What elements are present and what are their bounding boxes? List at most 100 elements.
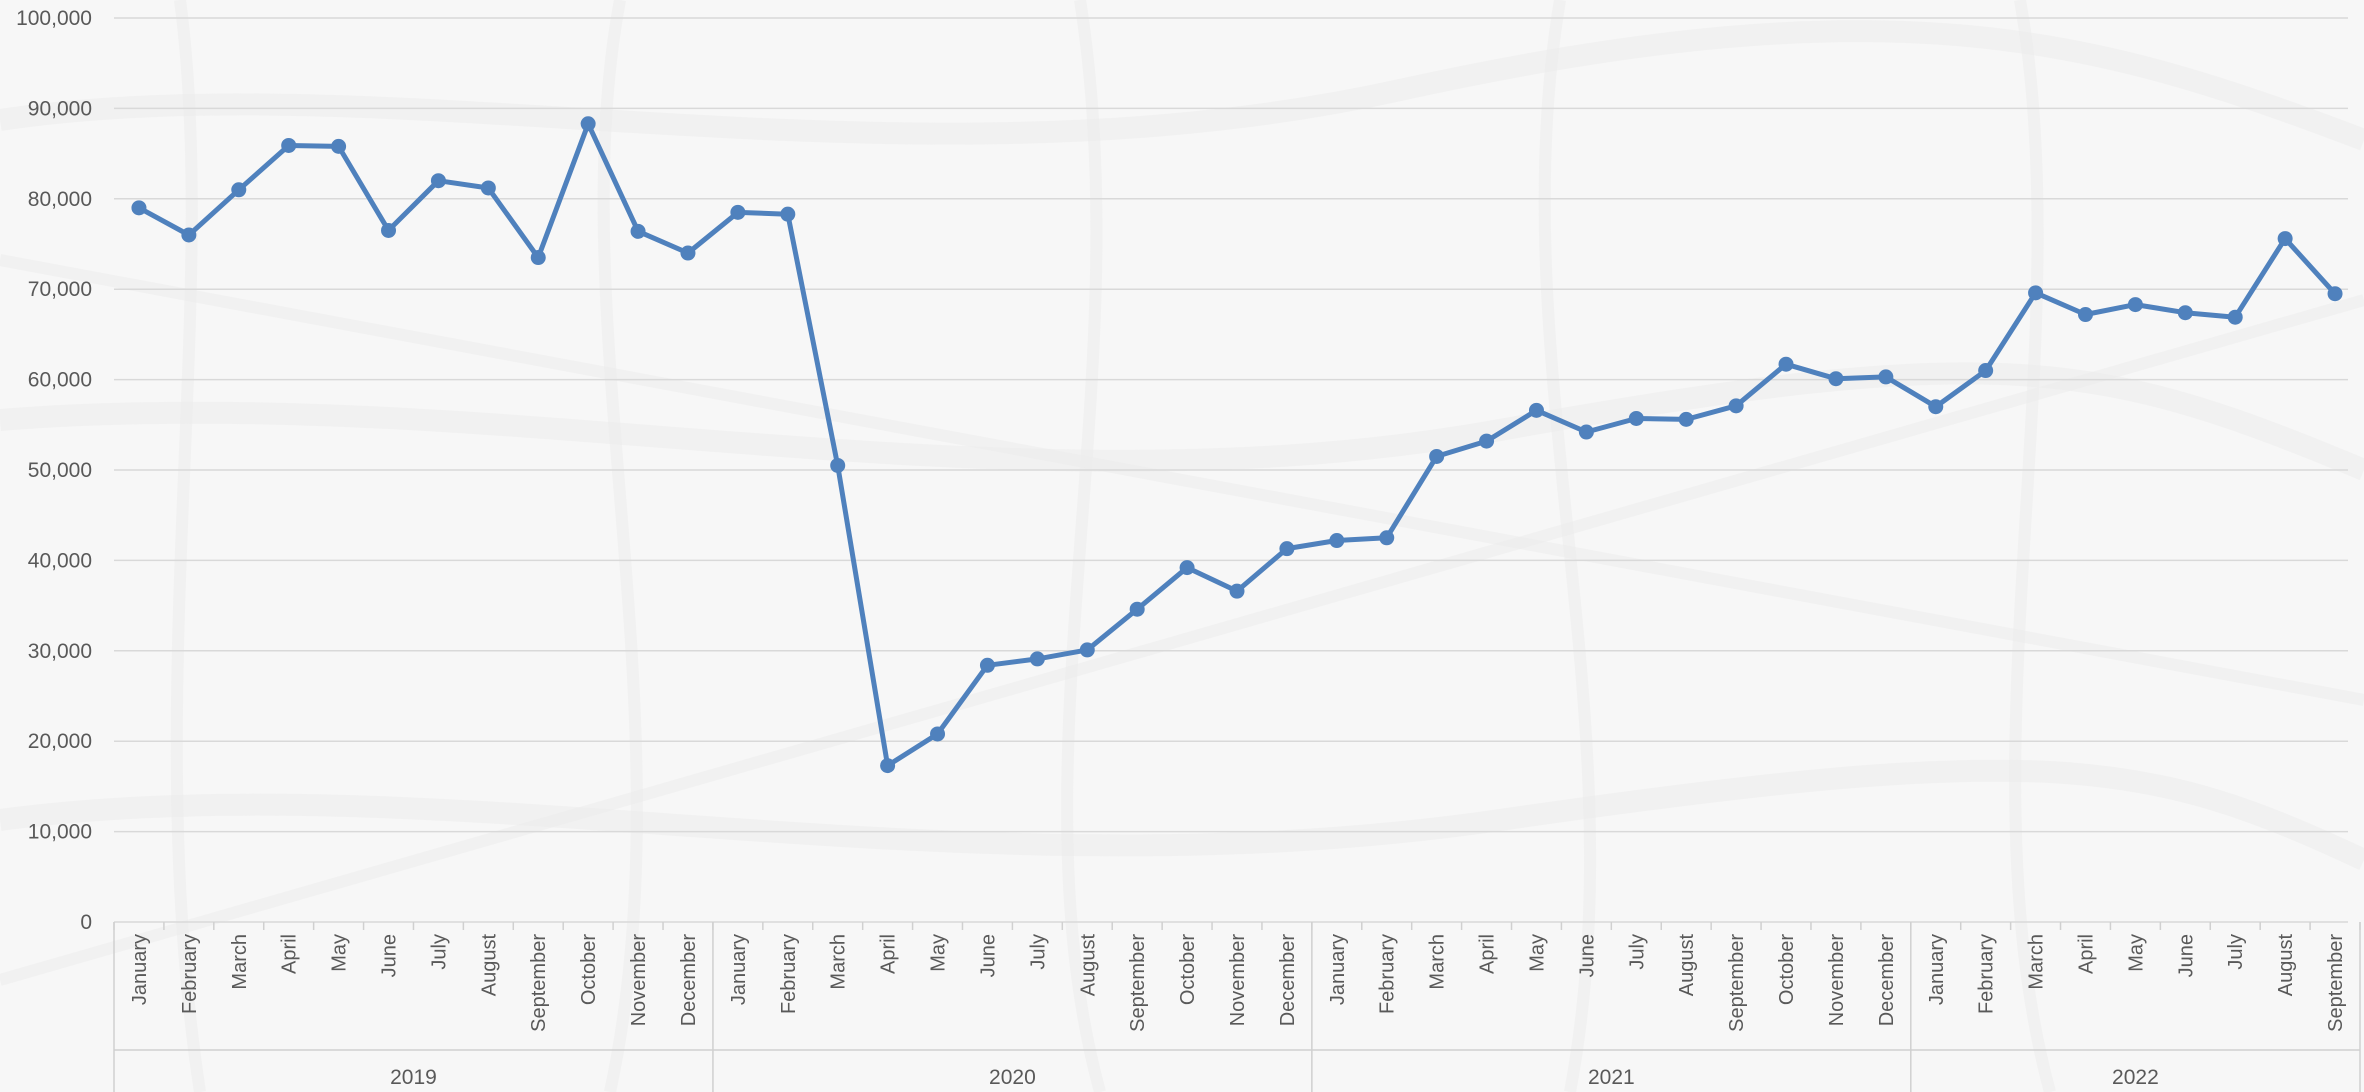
data-point bbox=[1978, 363, 1994, 379]
data-point bbox=[1828, 371, 1844, 387]
data-point bbox=[1279, 541, 1295, 557]
year-label: 2021 bbox=[1588, 1066, 1635, 1089]
data-point bbox=[1429, 448, 1445, 464]
gridlines bbox=[114, 17, 2348, 923]
data-point bbox=[1778, 356, 1794, 372]
data-point bbox=[281, 137, 297, 153]
x-tick-label: July bbox=[1626, 934, 1648, 970]
y-tick-label: 40,000 bbox=[28, 549, 92, 572]
x-tick-label: October bbox=[1776, 934, 1798, 1005]
x-tick-label: October bbox=[1177, 934, 1199, 1005]
x-tick-label: May bbox=[928, 934, 950, 972]
x-tick-label: July bbox=[1027, 934, 1049, 970]
data-point bbox=[2028, 285, 2044, 301]
series-line bbox=[136, 121, 2338, 769]
data-point bbox=[1728, 398, 1744, 414]
data-point bbox=[880, 758, 896, 774]
data-point bbox=[1678, 411, 1694, 427]
x-tick-label: February bbox=[1976, 934, 1998, 1014]
data-point bbox=[1878, 369, 1894, 385]
y-tick-label: 90,000 bbox=[28, 97, 92, 120]
data-point bbox=[480, 180, 496, 196]
x-tick-label: September bbox=[1726, 934, 1748, 1032]
data-point bbox=[1179, 560, 1195, 576]
data-point bbox=[580, 116, 596, 132]
year-label: 2020 bbox=[989, 1066, 1036, 1089]
x-tick-label: February bbox=[179, 934, 201, 1014]
x-tick-label: May bbox=[1526, 934, 1548, 972]
x-tick-label: March bbox=[229, 934, 251, 990]
x-tick-label: April bbox=[279, 934, 301, 974]
x-tick-label: January bbox=[1327, 934, 1349, 1005]
x-tick-label: December bbox=[1277, 934, 1299, 1027]
x-tick-label: December bbox=[1876, 934, 1898, 1027]
x-tick-label: September bbox=[528, 934, 550, 1032]
x-tick-label: August bbox=[1077, 934, 1099, 997]
y-tick-label: 50,000 bbox=[28, 459, 92, 482]
data-point bbox=[830, 457, 846, 473]
data-point bbox=[1129, 601, 1145, 617]
data-point bbox=[2177, 305, 2193, 321]
y-tick-label: 30,000 bbox=[28, 640, 92, 663]
x-tick-label: November bbox=[628, 934, 650, 1027]
x-tick-label: January bbox=[1926, 934, 1948, 1005]
data-point bbox=[1379, 530, 1395, 546]
x-tick-label: November bbox=[1227, 934, 1249, 1027]
y-tick-label: 80,000 bbox=[28, 188, 92, 211]
data-point bbox=[530, 250, 546, 266]
y-tick-label: 60,000 bbox=[28, 369, 92, 392]
x-tick-label: September bbox=[2325, 934, 2347, 1032]
x-tick-label: April bbox=[878, 934, 900, 974]
x-tick-label: February bbox=[778, 934, 800, 1014]
y-axis: 0 10,000 20,000 30,000 40,000 50,000 60,000 70,… bbox=[16, 7, 92, 934]
x-tick-label: December bbox=[678, 934, 700, 1027]
x-tick-label: April bbox=[2075, 934, 2097, 974]
data-point bbox=[2327, 286, 2343, 302]
data-point bbox=[1928, 399, 1944, 415]
data-point bbox=[930, 726, 946, 742]
x-tick-label: August bbox=[478, 934, 500, 997]
x-tick-label: March bbox=[828, 934, 850, 990]
x-tick-label: September bbox=[1127, 934, 1149, 1032]
data-point bbox=[1329, 533, 1345, 549]
data-point bbox=[1528, 402, 1544, 418]
x-tick-label: June bbox=[2175, 934, 2197, 977]
data-point bbox=[381, 222, 397, 238]
x-tick-label: April bbox=[1477, 934, 1499, 974]
x-axis: January February March April May June July Augu… bbox=[113, 922, 2361, 1092]
data-point bbox=[780, 206, 796, 222]
x-tick-label: June bbox=[379, 934, 401, 977]
data-point bbox=[2127, 297, 2143, 313]
x-tick-label: June bbox=[977, 934, 999, 977]
data-point bbox=[2277, 231, 2293, 247]
x-tick-label: July bbox=[2225, 934, 2247, 970]
x-tick-label: January bbox=[728, 934, 750, 1005]
x-tick-label: November bbox=[1826, 934, 1848, 1027]
data-point bbox=[1479, 433, 1495, 449]
x-tick-label: July bbox=[428, 934, 450, 970]
series-layer bbox=[131, 116, 2343, 774]
y-tick-label: 10,000 bbox=[28, 821, 92, 844]
data-point bbox=[331, 138, 347, 154]
x-tick-label: October bbox=[578, 934, 600, 1005]
data-point bbox=[2077, 307, 2093, 323]
data-point bbox=[231, 182, 247, 198]
x-tick-label: May bbox=[329, 934, 351, 972]
x-tick-label: June bbox=[1576, 934, 1598, 977]
data-point bbox=[730, 204, 746, 220]
y-tick-label: 70,000 bbox=[28, 278, 92, 301]
x-tick-label: January bbox=[129, 934, 151, 1005]
y-tick-label: 0 bbox=[80, 911, 92, 934]
x-tick-label: August bbox=[2275, 934, 2297, 997]
data-point bbox=[181, 227, 197, 243]
data-point bbox=[1029, 651, 1045, 667]
year-label: 2022 bbox=[2112, 1066, 2159, 1089]
data-point bbox=[430, 173, 446, 189]
data-point bbox=[131, 200, 147, 216]
x-tick-label: March bbox=[2026, 934, 2048, 990]
data-point bbox=[680, 245, 696, 261]
x-tick-label: March bbox=[1427, 934, 1449, 990]
